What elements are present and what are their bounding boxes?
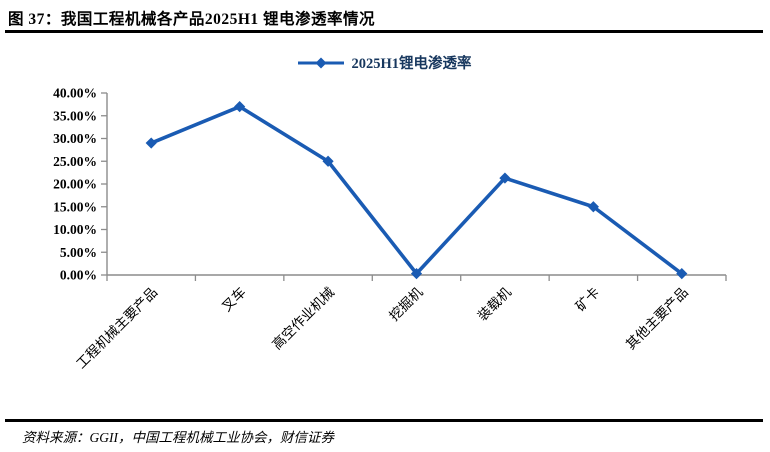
- y-tick-label: 5.00%: [60, 245, 97, 260]
- y-tick-label: 20.00%: [53, 177, 97, 192]
- x-category-label: 矿卡: [573, 285, 603, 315]
- y-tick-label: 0.00%: [60, 268, 97, 283]
- legend-label: 2025H1锂电渗透率: [351, 56, 472, 72]
- data-point: [322, 155, 334, 167]
- x-category-label: 其他主要产品: [623, 285, 691, 353]
- y-tick-label: 10.00%: [53, 222, 97, 237]
- data-point: [145, 137, 157, 149]
- title-divider: [5, 30, 763, 33]
- series-line: [149, 104, 684, 276]
- x-category-label: 装载机: [475, 284, 515, 324]
- data-point: [587, 201, 599, 213]
- y-tick-label: 25.00%: [53, 154, 97, 169]
- footer-divider: [5, 419, 763, 422]
- x-category-label: 叉车: [218, 284, 248, 314]
- x-category-label: 工程机械主要产品: [73, 285, 160, 372]
- y-tick-label: 30.00%: [53, 131, 97, 146]
- chart-title: 图 37：我国工程机械各产品2025H1 锂电渗透率情况: [8, 11, 376, 28]
- x-category-label: 高空作业机械: [269, 284, 338, 353]
- x-category-label: 挖掘机: [386, 284, 426, 324]
- y-tick-label: 40.00%: [53, 86, 97, 101]
- y-tick-label: 15.00%: [53, 199, 97, 214]
- line-chart: 0.00% 5.00% 10.00% 15.00% 20.00% 25.00% 30.00%…: [53, 86, 727, 372]
- plot-area: 0.00% 5.00% 10.00% 15.00% 20.00% 25.00% 30.00%…: [0, 76, 770, 416]
- source-note: 资料来源：GGII，中国工程机械工业协会，财信证券: [22, 430, 334, 445]
- data-point: [499, 172, 511, 184]
- legend-line-diamond-icon: [298, 57, 345, 68]
- data-point: [676, 268, 688, 280]
- legend: 2025H1锂电渗透率: [0, 52, 770, 73]
- data-point: [234, 101, 246, 113]
- data-point: [410, 268, 423, 280]
- y-tick-label: 35.00%: [53, 108, 97, 123]
